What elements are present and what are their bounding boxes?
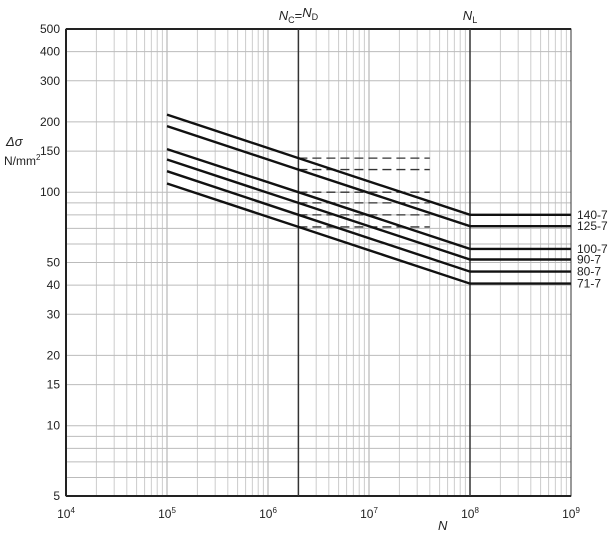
y-tick-label: 300: [40, 74, 60, 88]
y-tick-label: 40: [47, 278, 61, 292]
x-tick-exponent: 4: [70, 506, 75, 515]
marker-label-part: N: [302, 5, 312, 20]
series-line-100-7: [166, 147, 571, 251]
marker-label-part: L: [472, 15, 477, 25]
y-axis-unit-text: N/mm: [4, 154, 36, 168]
y-tick-label: 500: [40, 22, 60, 36]
y-tick-label: 15: [47, 378, 61, 392]
x-tick-base: 10: [57, 507, 71, 521]
x-tick-base: 10: [259, 507, 273, 521]
series-label: 100-7: [577, 242, 608, 256]
y-tick-label: 400: [40, 45, 60, 59]
series-line-90-7: [166, 158, 571, 261]
series-line-71-7: [166, 182, 571, 285]
series-line-125-7: [166, 124, 571, 228]
marker-label-part: D: [312, 12, 319, 22]
y-tick-label: 20: [47, 348, 61, 362]
series-line-80-7: [166, 170, 571, 273]
x-tick-exponent: 9: [575, 506, 580, 515]
marker-label-part: N: [279, 8, 289, 23]
x-axis-label: N: [438, 518, 448, 533]
y-tick-label: 5: [53, 489, 60, 503]
x-tick-base: 10: [360, 507, 374, 521]
y-axis-unit: N/mm2: [4, 153, 41, 168]
series-line-140-7: [166, 113, 571, 217]
series-label: 80-7: [577, 265, 601, 279]
x-tick-exponent: 5: [171, 506, 176, 515]
plot-frame: [65, 28, 572, 497]
series-label: 125-7: [577, 219, 608, 233]
x-tick-exponent: 6: [272, 506, 277, 515]
x-tick-base: 10: [158, 507, 172, 521]
marker-label-nl: NL: [463, 8, 477, 25]
x-tick-exponent: 8: [474, 506, 479, 515]
x-tick-label: 107: [360, 506, 378, 521]
series-label: 90-7: [577, 253, 601, 267]
x-tick-label: 104: [57, 506, 75, 521]
grid: [65, 28, 571, 497]
y-axis-unit-sup: 2: [36, 153, 41, 162]
marker-label-part: N: [463, 8, 473, 23]
y-tick-label: 10: [47, 419, 61, 433]
x-tick-exponent: 7: [373, 506, 378, 515]
series-label: 71-7: [577, 277, 601, 291]
marker-label-nc-nd: NC=ND: [279, 5, 319, 25]
x-tick-label: 106: [259, 506, 277, 521]
y-tick-label: 200: [40, 115, 60, 129]
series-group: [166, 113, 571, 285]
marker-label-part: C: [288, 15, 295, 25]
y-tick-label: 100: [40, 185, 60, 199]
y-tick-label: 150: [40, 144, 60, 158]
marker-label-part: =: [295, 8, 303, 23]
x-tick-base: 10: [461, 507, 475, 521]
y-axis-symbol: Δσ: [5, 134, 24, 149]
y-tick-label: 30: [47, 307, 61, 321]
x-tick-label: 109: [562, 506, 580, 521]
series-label: 140-7: [577, 208, 608, 222]
y-tick-label: 50: [47, 256, 61, 270]
x-tick-base: 10: [562, 507, 576, 521]
x-tick-label: 105: [158, 506, 176, 521]
x-tick-label: 108: [461, 506, 479, 521]
